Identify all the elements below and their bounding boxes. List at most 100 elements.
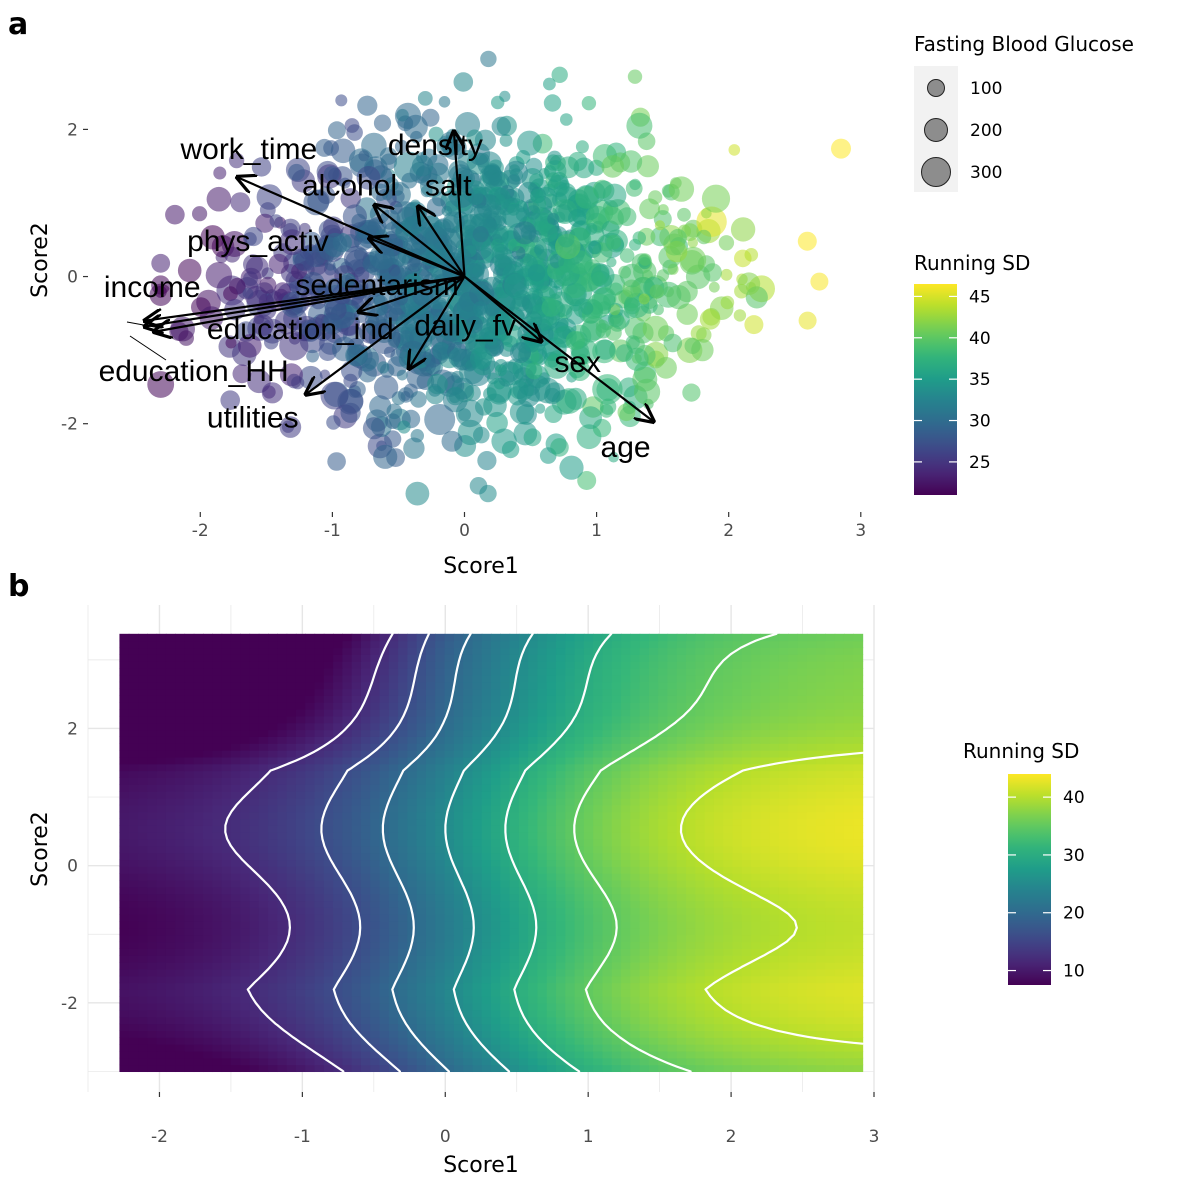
heatmap-cell [342,777,353,785]
heatmap-cell [407,975,418,984]
heatmap-cell [351,1023,362,1031]
heatmap-cell [723,1016,734,1025]
heatmap-cell [249,1044,260,1052]
heatmap-cell [277,982,288,990]
heatmap-cell [583,804,594,813]
heatmap-cell [648,907,659,915]
heatmap-cell [370,955,381,963]
heatmap-cell [277,797,288,806]
heatmap-cell [370,825,381,833]
heatmap-cell [295,873,306,881]
heatmap-cell [695,934,706,943]
heatmap-cell [667,873,678,881]
heatmap-cell [769,982,780,990]
heatmap-cell [760,968,771,977]
heatmap-cell [546,1003,557,1011]
heatmap-cell [593,927,604,936]
heatmap-cell [639,838,650,847]
heatmap-cell [621,1064,631,1073]
heatmap-cell [695,914,706,922]
heatmap-cell [611,791,622,799]
heatmap-cell [806,989,817,997]
heatmap-cell [481,982,492,990]
heatmap-cell [435,866,446,874]
scatter-point [264,335,279,350]
heatmap-cell [388,879,399,888]
heatmap-cell [351,811,362,820]
heatmap-cell [686,941,696,949]
heatmap-cell [212,975,223,984]
heatmap-cell [193,845,204,854]
heatmap-cell [453,1009,464,1018]
heatmap-cell [425,873,436,881]
heatmap-cell [639,900,650,908]
heatmap-cell [630,866,641,874]
heatmap-cell [537,941,548,949]
heatmap-cell [853,825,864,833]
heatmap-cell [351,914,362,922]
heatmap-cell [769,879,780,888]
heatmap-cell [193,927,204,936]
heatmap-cell [565,832,576,840]
heatmap-cell [528,920,539,929]
heatmap-cell [667,1003,678,1011]
heatmap-cell [138,1016,148,1025]
heatmap-cell [574,1030,585,1038]
heatmap-cell [388,1003,399,1011]
heatmap-cell [676,914,687,922]
heatmap-cell [658,879,669,888]
heatmap-cell [621,859,631,867]
heatmap-cell [351,825,362,833]
heatmap-cell [741,907,752,915]
heatmap-cell [175,797,186,806]
heatmap-cell [602,907,613,915]
heatmap-cell [695,955,706,963]
heatmap-cell [138,941,148,949]
scatter-point [238,334,262,358]
heatmap-cell [212,1030,223,1038]
heatmap-cell [156,1016,167,1025]
heatmap-cell [230,907,241,915]
heatmap-cell [778,982,789,990]
heatmap-cell [518,886,529,895]
heatmap-cell [379,866,390,874]
heatmap-cell [416,797,427,806]
heatmap-cell [398,873,408,881]
heatmap-cell [156,873,167,881]
heatmap-cell [583,1044,594,1052]
heatmap-cell [463,934,474,943]
heatmap-cell [221,968,232,977]
scatter-point [580,302,594,315]
heatmap-cell [258,797,269,806]
heatmap-cell [825,934,836,943]
loading-label-utilities: utilities [207,401,299,434]
heatmap-cell [295,886,306,895]
heatmap-cell [416,879,427,888]
scatter-point [228,277,246,295]
heatmap-cell [583,989,594,997]
heatmap-cell [528,934,539,943]
heatmap-cell [695,838,706,847]
heatmap-cell [751,866,761,874]
heatmap-cell [611,811,622,820]
heatmap-cell [556,1057,566,1066]
heatmap-cell [611,934,622,943]
heatmap-cell [184,825,195,833]
heatmap-cell [249,811,260,820]
heatmap-cell [388,914,399,922]
heatmap-cell [249,1064,260,1073]
heatmap-cell [602,1037,613,1045]
heatmap-cell [648,859,659,867]
heatmap-cell [249,982,260,990]
heatmap-cell [537,1016,548,1025]
heatmap-cell [305,1057,316,1066]
heatmap-cell [221,825,232,833]
heatmap-cell [295,920,306,929]
heatmap-cell [286,948,297,956]
heatmap-cell [658,1009,669,1018]
heatmap-cell [686,879,696,888]
heatmap-cell [193,791,204,799]
heatmap-cell [667,845,678,854]
heatmap-cell [147,1030,158,1038]
heatmap-cell [788,838,799,847]
